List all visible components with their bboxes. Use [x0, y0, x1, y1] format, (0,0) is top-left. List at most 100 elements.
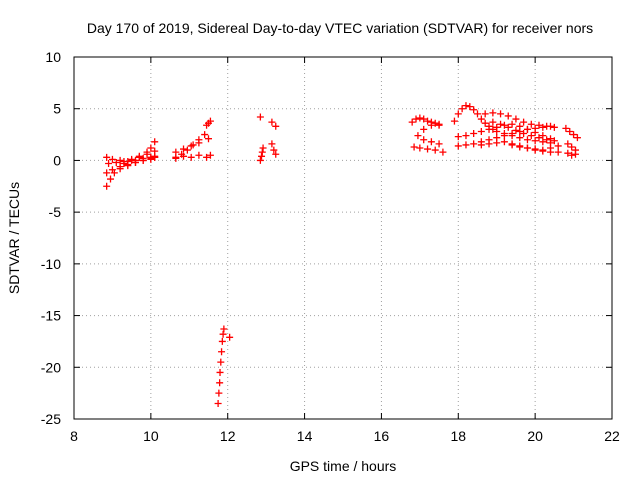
- x-axis-label: GPS time / hours: [290, 458, 397, 474]
- data-track: [410, 143, 447, 156]
- y-tick-label: -15: [41, 308, 61, 324]
- data-track: [414, 120, 443, 148]
- data-point: [439, 148, 447, 156]
- data-point: [527, 120, 535, 128]
- data-track: [508, 141, 562, 154]
- data-track: [203, 151, 214, 161]
- data-point: [147, 153, 155, 161]
- data-track: [450, 102, 555, 147]
- data-point: [568, 151, 576, 159]
- x-tick-label: 14: [297, 428, 313, 444]
- data-point: [187, 142, 195, 150]
- data-point: [573, 134, 581, 142]
- data-point: [420, 125, 428, 133]
- data-point: [435, 120, 443, 128]
- data-point: [462, 132, 470, 140]
- y-tick-label: 0: [53, 152, 61, 168]
- data-point: [543, 136, 551, 144]
- data-track: [172, 151, 203, 161]
- grid-lines: [74, 57, 612, 419]
- data-point: [135, 153, 143, 161]
- data-point: [489, 109, 497, 117]
- data-point: [410, 143, 418, 151]
- data-point: [431, 146, 439, 154]
- y-tick-label: -25: [41, 411, 61, 427]
- data-point: [566, 127, 574, 135]
- data-point: [258, 152, 266, 160]
- data-point: [268, 140, 276, 148]
- data-point: [516, 143, 524, 151]
- data-point: [214, 399, 222, 407]
- data-point: [424, 145, 432, 153]
- data-point: [497, 110, 505, 118]
- data-point: [272, 150, 280, 158]
- data-point: [103, 169, 111, 177]
- data-track: [256, 144, 267, 164]
- y-tick-label: -20: [41, 359, 61, 375]
- data-point: [531, 137, 539, 145]
- x-tick-label: 12: [220, 428, 236, 444]
- data-point: [103, 153, 111, 161]
- data-point: [217, 358, 225, 366]
- y-tick-label: 5: [53, 101, 61, 117]
- data-point: [470, 140, 478, 148]
- data-point: [431, 119, 439, 127]
- data-point: [516, 127, 524, 135]
- data-point: [470, 106, 478, 114]
- data-point: [458, 105, 466, 113]
- data-point: [485, 125, 493, 133]
- data-point: [493, 139, 501, 147]
- data-point: [508, 130, 516, 138]
- data-point: [462, 141, 470, 149]
- data-point: [172, 153, 180, 161]
- data-point: [554, 148, 562, 156]
- data-point: [504, 123, 512, 131]
- data-point: [427, 138, 435, 146]
- data-point: [219, 330, 227, 338]
- data-point: [112, 158, 120, 166]
- data-points: [103, 102, 581, 407]
- data-point: [500, 138, 508, 146]
- x-tick-label: 16: [374, 428, 390, 444]
- data-point: [268, 118, 276, 126]
- data-point: [466, 103, 474, 111]
- data-point: [206, 151, 214, 159]
- x-tick-label: 18: [450, 428, 466, 444]
- data-point: [226, 333, 234, 341]
- data-point: [512, 126, 520, 134]
- data-point: [206, 117, 214, 125]
- data-point: [120, 160, 128, 168]
- data-point: [151, 147, 159, 155]
- data-point: [493, 123, 501, 131]
- data-point: [477, 127, 485, 135]
- data-point: [147, 144, 155, 152]
- data-point: [215, 389, 223, 397]
- data-point: [564, 140, 572, 148]
- data-point: [520, 130, 528, 138]
- data-track: [205, 135, 212, 143]
- data-point: [116, 156, 124, 164]
- data-track: [268, 140, 280, 158]
- data-track: [268, 118, 280, 130]
- data-point: [500, 121, 508, 129]
- data-track: [564, 149, 579, 159]
- data-track: [203, 117, 214, 129]
- data-point: [516, 134, 524, 142]
- data-point: [183, 146, 191, 154]
- x-tick-labels: 8 10 12 14 16 18 20 22: [70, 428, 620, 444]
- data-point: [435, 140, 443, 148]
- data-point: [481, 110, 489, 118]
- data-point: [512, 115, 520, 123]
- data-point: [256, 156, 264, 164]
- data-point: [216, 368, 224, 376]
- data-point: [105, 160, 113, 168]
- y-tick-label: -5: [49, 204, 62, 220]
- data-track: [489, 118, 558, 145]
- data-point: [195, 139, 203, 147]
- data-point: [477, 115, 485, 123]
- data-point: [180, 145, 188, 153]
- data-point: [562, 124, 570, 132]
- data-point: [107, 175, 115, 183]
- data-track: [408, 114, 443, 129]
